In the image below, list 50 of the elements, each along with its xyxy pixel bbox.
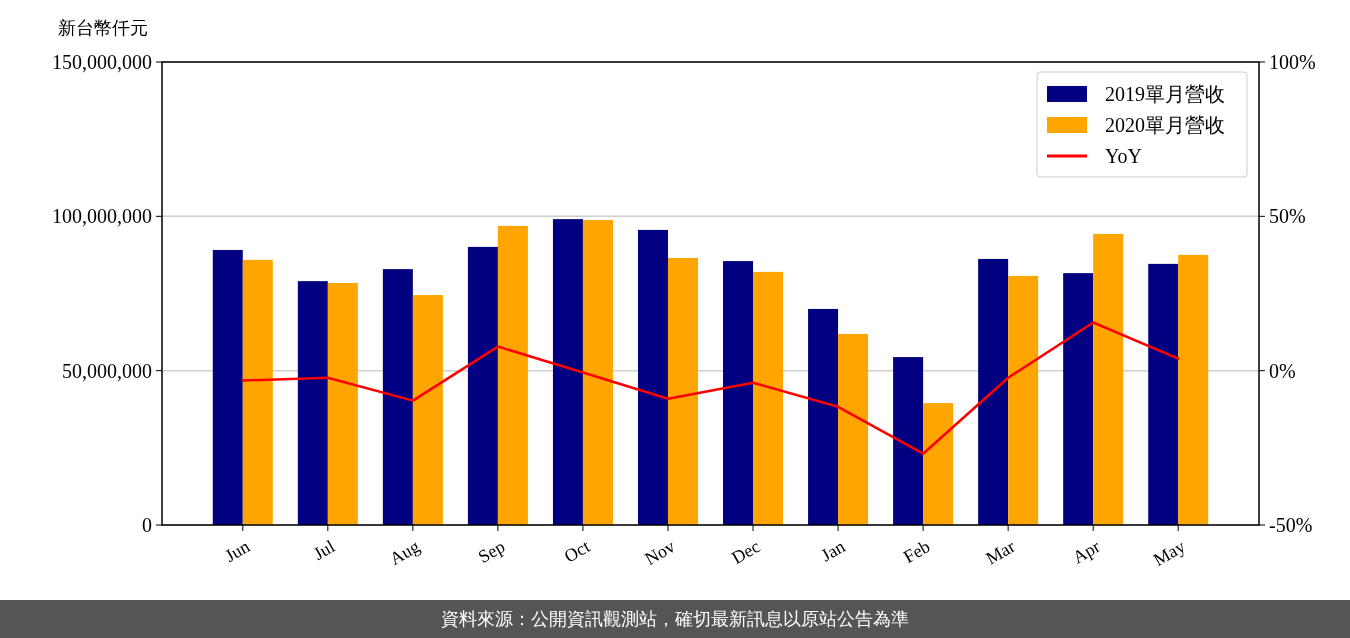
y2-tick-label: -50% — [1269, 514, 1313, 536]
y2-tick-label: 0% — [1269, 359, 1296, 382]
bar — [582, 220, 613, 525]
x-tick-label: Aug — [386, 536, 424, 569]
bar — [242, 259, 273, 525]
bar — [723, 261, 754, 525]
bar — [327, 283, 358, 525]
bar — [1093, 233, 1124, 525]
bar — [637, 229, 668, 525]
x-tick-label: Feb — [900, 536, 934, 567]
x-tick-label: Jul — [309, 536, 339, 564]
bar — [297, 281, 328, 525]
bar — [212, 249, 243, 525]
x-tick-label: Jan — [817, 536, 849, 566]
bar — [1148, 263, 1179, 525]
x-tick-label: Mar — [982, 536, 1019, 569]
y-tick-label: 0 — [142, 514, 152, 536]
y2-tick-label: 100% — [1269, 51, 1316, 73]
x-tick-label: Dec — [728, 536, 764, 568]
line-series — [241, 321, 1180, 455]
x-tick-label: Nov — [641, 536, 679, 569]
bar — [1063, 273, 1094, 525]
x-tick-label: Jun — [221, 536, 254, 566]
bar — [923, 403, 954, 525]
bar — [808, 308, 839, 525]
x-tick-label: May — [1149, 536, 1189, 570]
source-note: 資料來源：公開資訊觀測站，確切最新訊息以原站公告為準 — [441, 608, 909, 630]
bar — [893, 357, 924, 525]
bar — [753, 271, 784, 525]
x-tick-label: Sep — [474, 536, 509, 567]
x-tick-label: Apr — [1069, 536, 1104, 568]
bar — [978, 258, 1009, 525]
legend-label: 2019單月營收 — [1105, 83, 1225, 105]
y2-tick-label: 50% — [1269, 205, 1306, 228]
legend-label: YoY — [1105, 145, 1142, 167]
bar — [1008, 275, 1039, 525]
bar — [467, 246, 498, 525]
y-tick-label: 150,000,000 — [52, 51, 152, 73]
y-tick-label: 100,000,000 — [52, 205, 152, 228]
bar — [382, 269, 413, 525]
bar — [497, 225, 528, 525]
bar — [412, 295, 443, 525]
x-tick-label: Oct — [560, 536, 594, 567]
bar — [667, 258, 698, 525]
bar — [552, 219, 583, 525]
bar — [1178, 254, 1209, 525]
y-tick-label: 50,000,000 — [62, 359, 152, 382]
legend-label: 2020單月營收 — [1105, 114, 1225, 136]
y-axis-title: 新台幣仟元 — [58, 17, 148, 38]
bar — [838, 333, 869, 525]
